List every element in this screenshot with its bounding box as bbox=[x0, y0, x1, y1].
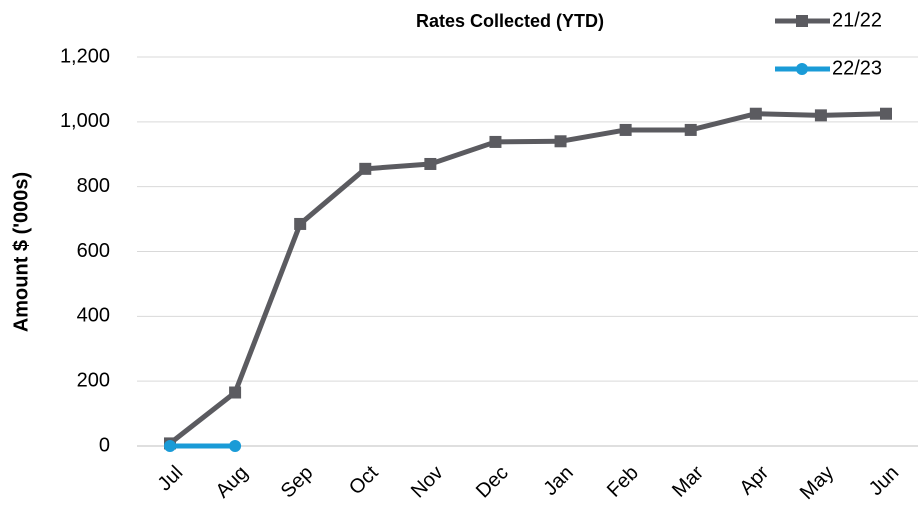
legend-marker bbox=[796, 15, 808, 27]
data-point bbox=[619, 123, 632, 136]
legend-label: 21/22 bbox=[832, 9, 882, 31]
data-point bbox=[294, 217, 307, 230]
data-point bbox=[684, 123, 697, 136]
x-tick-label: Jun bbox=[865, 462, 903, 500]
y-tick-label: 1,000 bbox=[60, 110, 110, 132]
x-tick-label: Feb bbox=[603, 462, 643, 502]
x-tick-label: Aug bbox=[212, 462, 253, 503]
x-tick-label: Apr bbox=[736, 461, 774, 499]
y-tick-label: 600 bbox=[77, 240, 110, 262]
data-point bbox=[359, 162, 372, 175]
y-tick-label: 400 bbox=[77, 305, 110, 327]
x-tick-label: May bbox=[796, 462, 838, 504]
y-axis-label: Amount $ ('000s) bbox=[10, 172, 32, 332]
legend-label: 22/23 bbox=[832, 57, 882, 79]
data-point bbox=[229, 386, 242, 399]
data-point bbox=[554, 135, 567, 148]
x-tick-label: Oct bbox=[345, 461, 383, 499]
legend-marker bbox=[796, 63, 808, 75]
data-point bbox=[814, 109, 827, 122]
x-tick-label: Jan bbox=[539, 462, 577, 500]
data-point bbox=[164, 440, 176, 452]
x-tick-label: Dec bbox=[472, 462, 513, 503]
x-tick-label: Mar bbox=[668, 461, 708, 501]
y-tick-label: 200 bbox=[77, 369, 110, 391]
y-tick-label: 0 bbox=[99, 434, 110, 456]
chart-title: Rates Collected (YTD) bbox=[416, 11, 604, 31]
data-point bbox=[880, 107, 892, 120]
y-tick-label: 1,200 bbox=[60, 45, 110, 67]
y-tick-label: 800 bbox=[77, 175, 110, 197]
x-tick-label: Jul bbox=[154, 462, 188, 496]
x-tick-label: Sep bbox=[277, 462, 318, 503]
data-point bbox=[229, 440, 242, 452]
x-tick-label: Nov bbox=[407, 462, 448, 503]
series-line bbox=[168, 111, 887, 446]
data-point bbox=[749, 107, 762, 120]
data-point bbox=[489, 135, 502, 148]
data-point bbox=[424, 157, 437, 170]
